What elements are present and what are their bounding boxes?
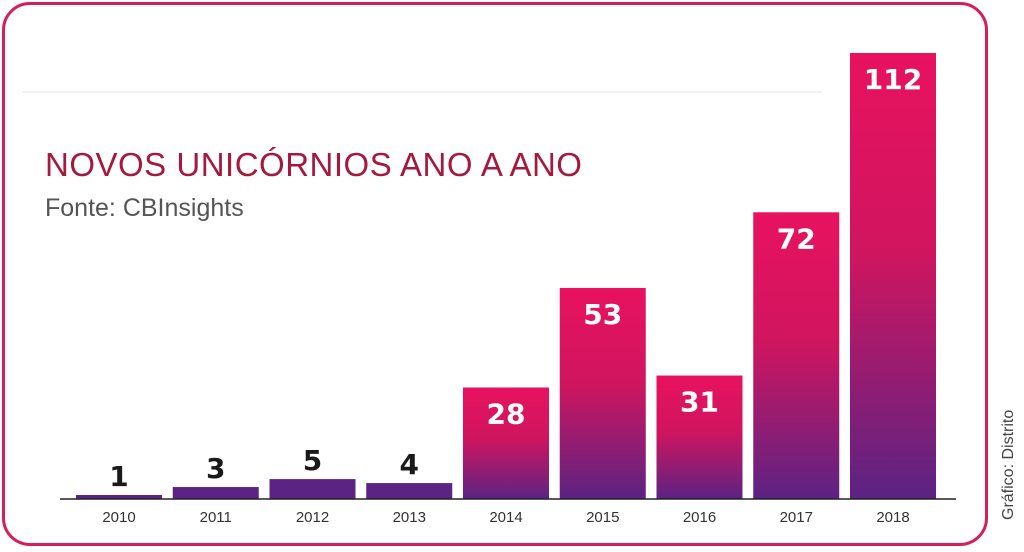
x-tick-label-2013: 2013 — [393, 509, 426, 526]
chart-title: NOVOS UNICÓRNIOS ANO A ANO — [45, 146, 583, 183]
bar-2013 — [366, 483, 453, 499]
value-label-2013: 4 — [400, 448, 419, 481]
bar-2015 — [559, 287, 646, 499]
value-label-2018: 112 — [864, 63, 922, 96]
x-tick-label-2016: 2016 — [683, 509, 716, 526]
x-tick-label-2015: 2015 — [586, 509, 619, 526]
bar-2011 — [172, 487, 259, 499]
x-tick-label-2012: 2012 — [296, 509, 329, 526]
bar-2010 — [76, 495, 162, 499]
chart-frame — [2, 2, 988, 546]
value-label-2010: 1 — [109, 460, 128, 493]
x-tick-label-2017: 2017 — [780, 509, 813, 526]
value-label-2012: 5 — [303, 444, 322, 477]
value-label-2015: 53 — [583, 298, 622, 331]
chart-subtitle: Fonte: CBInsights — [45, 194, 244, 222]
bar-2017 — [753, 212, 840, 500]
value-label-2014: 28 — [487, 398, 526, 431]
x-tick-label-2014: 2014 — [489, 509, 522, 526]
bar-2014 — [463, 387, 549, 499]
x-tick-label-2010: 2010 — [102, 509, 135, 526]
bar-2018 — [850, 53, 936, 499]
bar-2012 — [269, 479, 356, 499]
bar-2016 — [656, 375, 743, 499]
chart-credit: Gráfico: Distrito — [1000, 409, 1017, 520]
value-label-2016: 31 — [680, 386, 719, 419]
x-tick-label-2011: 2011 — [200, 509, 232, 526]
value-label-2017: 72 — [777, 222, 816, 255]
x-tick-label-2018: 2018 — [876, 509, 909, 526]
value-label-2011: 3 — [206, 452, 225, 485]
